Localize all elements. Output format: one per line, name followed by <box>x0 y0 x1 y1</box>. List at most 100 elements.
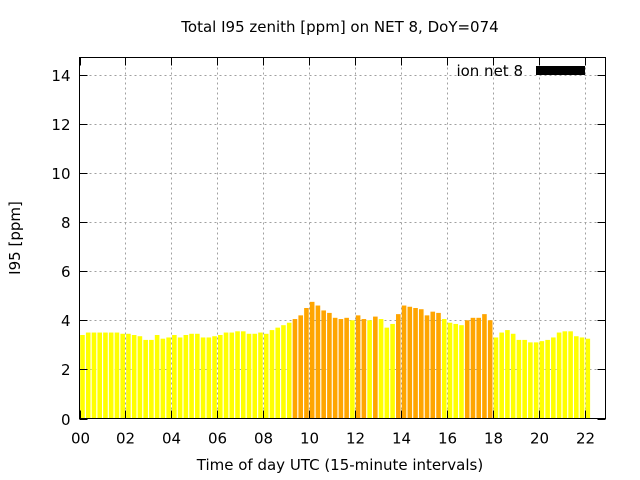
chart-title: Total I95 zenith [ppm] on NET 8, DoY=074 <box>180 18 498 36</box>
bar <box>212 336 217 419</box>
y-tick-label: 10 <box>51 165 70 183</box>
bar <box>447 322 453 419</box>
bar <box>556 332 562 419</box>
bar <box>149 339 154 419</box>
bar <box>545 339 550 419</box>
bar <box>218 335 223 419</box>
bar <box>384 327 390 419</box>
bar <box>470 317 476 419</box>
bar <box>258 332 263 419</box>
bar <box>292 319 298 419</box>
bar <box>160 338 166 419</box>
x-tick-label: 02 <box>116 430 135 448</box>
bar <box>91 332 97 419</box>
bar <box>413 307 418 419</box>
bar <box>269 330 275 419</box>
y-tick-label: 8 <box>61 214 71 232</box>
bar <box>516 339 522 419</box>
legend-label: ion net 8 <box>456 62 523 80</box>
y-tick-label: 2 <box>61 361 71 379</box>
bar <box>533 342 539 419</box>
bar <box>327 312 332 419</box>
bar <box>108 332 114 419</box>
bar <box>97 332 103 419</box>
bar <box>298 315 303 419</box>
bar <box>430 311 436 419</box>
bar <box>195 333 200 419</box>
y-tick-label: 0 <box>61 411 71 429</box>
plot-frame <box>79 57 606 419</box>
bar <box>315 305 321 419</box>
x-axis-label: Time of day UTC (15-minute intervals) <box>196 456 483 474</box>
bar <box>505 330 510 419</box>
bar <box>172 335 177 419</box>
bar <box>522 339 527 419</box>
bar <box>263 333 269 419</box>
x-tick-label: 16 <box>438 430 457 448</box>
bar <box>344 317 349 419</box>
grid-layer <box>79 57 606 419</box>
x-tick-label: 00 <box>71 430 90 448</box>
legend: ion net 8 <box>456 62 585 80</box>
bar <box>476 317 481 419</box>
bar <box>114 332 120 419</box>
bar <box>206 337 212 419</box>
x-tick-label: 18 <box>484 430 503 448</box>
bar <box>183 335 189 419</box>
bar <box>252 333 258 419</box>
bar <box>493 337 499 419</box>
bar <box>240 331 246 419</box>
bar <box>453 323 459 419</box>
bar <box>378 319 384 419</box>
x-tick-label: 08 <box>254 430 273 448</box>
x-tick-label: 10 <box>300 430 319 448</box>
bar <box>275 327 281 419</box>
bar <box>143 339 148 419</box>
bar <box>568 331 573 419</box>
x-tick-label: 12 <box>346 430 365 448</box>
legend-swatch <box>536 66 585 75</box>
bars-layer <box>80 301 591 419</box>
bar <box>131 335 137 419</box>
x-tick-label: 06 <box>208 430 227 448</box>
bar <box>229 332 235 419</box>
bar <box>539 341 545 419</box>
x-tick-label: 04 <box>162 430 181 448</box>
bar <box>189 333 194 419</box>
bar <box>85 332 91 419</box>
bar <box>464 320 470 419</box>
bar <box>418 309 424 419</box>
bar <box>499 332 504 419</box>
bar <box>350 320 355 419</box>
bar <box>235 331 240 419</box>
x-tick-label: 22 <box>576 430 595 448</box>
bar <box>281 325 286 419</box>
y-tick-label: 4 <box>61 312 71 330</box>
bar <box>373 316 378 419</box>
bar <box>407 306 413 419</box>
bar <box>390 323 395 419</box>
bar <box>103 332 108 419</box>
bar <box>304 307 309 419</box>
bar <box>436 312 441 419</box>
y-axis-label: I95 [ppm] <box>6 201 24 275</box>
bar <box>579 337 585 419</box>
bar <box>396 314 401 419</box>
bar <box>441 319 447 419</box>
y-tick-label: 12 <box>51 116 70 134</box>
bar <box>585 338 591 419</box>
bar <box>510 333 516 419</box>
bar <box>487 320 493 419</box>
bar <box>361 319 367 419</box>
bar <box>246 333 252 419</box>
x-tick-label: 20 <box>530 430 549 448</box>
bar <box>401 305 407 419</box>
bar <box>424 315 430 419</box>
bar <box>177 337 183 419</box>
bar <box>338 319 344 419</box>
bar <box>551 337 556 419</box>
bar <box>137 336 143 419</box>
bar <box>166 337 171 419</box>
y-tick-label: 6 <box>61 263 71 281</box>
